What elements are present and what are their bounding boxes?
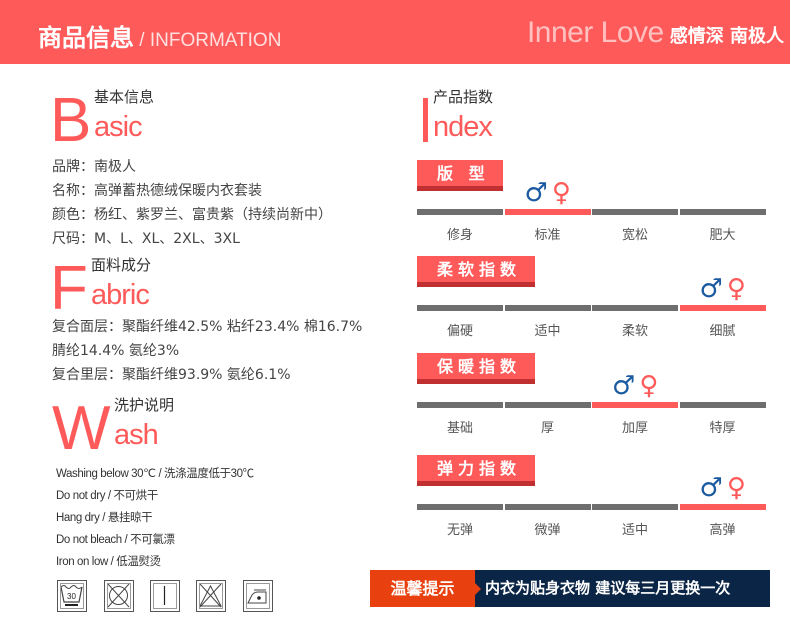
index-segment: [679, 504, 766, 510]
index-segment: [417, 209, 503, 215]
female-icon: ♀: [639, 371, 659, 401]
gender-markers: ♂ ♀: [612, 373, 658, 399]
gender-markers: ♂ ♀: [700, 276, 746, 302]
index-label: 宽松: [621, 228, 648, 243]
index-label: 微弹: [534, 523, 561, 538]
fabric-line: 复合里层：聚酯纤维93.9% 氨纶6.1%: [52, 367, 291, 383]
gender-markers: ♂ ♀: [700, 475, 746, 501]
index-segment: [592, 504, 678, 510]
female-icon: ♀: [726, 473, 746, 503]
gender-markers: ♂ ♀: [525, 180, 571, 206]
index-segment: [417, 305, 503, 311]
index-segment: [504, 504, 591, 510]
heading-cn: 面料成分: [91, 256, 152, 274]
arrow-icon: [475, 583, 481, 595]
index-label: 适中: [621, 523, 648, 538]
color-line: 颜色：杨红、紫罗兰、富贵紫（持续尚新中）: [52, 207, 332, 223]
index-segment: [679, 305, 766, 311]
index-heading: ndex 产品指数: [423, 90, 643, 148]
notice-label: 温馨提示: [370, 570, 475, 607]
size-line: 尺码：M、L、XL、2XL、3XL: [52, 231, 240, 247]
index-label: 修身: [446, 228, 473, 243]
basic-info-list: 品牌：南极人 名称：高弹蓄热德绒保暖内衣套装 颜色：杨红、紫罗兰、富贵紫（持续尚…: [52, 155, 332, 251]
heading-letter-bar: [423, 98, 428, 142]
index-segment: [592, 305, 678, 311]
wash-list: Washing below 30℃ / 洗涤温度低于30℃ Do not dry…: [56, 463, 254, 573]
do-not-bleach-icon: [196, 580, 226, 612]
index-segment: [417, 504, 503, 510]
index-label: 偏硬: [446, 324, 473, 339]
title-en: INFORMATION: [149, 30, 282, 51]
heading-letter: B: [50, 86, 92, 155]
index-label: 厚: [540, 421, 554, 436]
name-line: 名称：高弹蓄热德绒保暖内衣套装: [52, 183, 262, 199]
fabric-line: 复合面层：聚酯纤维42.5% 粘纤23.4% 棉16.7%: [52, 319, 363, 335]
fabric-heading: F abric 面料成分: [50, 258, 270, 320]
heading-letter: W: [52, 394, 111, 463]
index-label: 标准: [534, 228, 561, 243]
index-label: 基础: [446, 421, 473, 436]
heading-rest: ash: [114, 419, 159, 451]
index-label: 适中: [534, 324, 561, 339]
heading-rest: abric: [91, 279, 150, 311]
index-segment: [417, 402, 503, 408]
fabric-line: 腈纶14.4% 氨纶3%: [52, 343, 180, 359]
brand: Inner Love 感情深 南极人: [527, 16, 784, 50]
header-banner: 商品信息 / INFORMATION Inner Love 感情深 南极人: [0, 0, 790, 64]
heading-rest: ndex: [433, 111, 493, 143]
brand-en: Inner Love: [526, 16, 664, 49]
wash-line: Hang dry / 悬挂晾干: [56, 512, 153, 524]
index-segment: [679, 209, 766, 215]
basic-heading: B asic 基本信息: [50, 90, 270, 152]
index-group-title: 保暖指数: [417, 353, 535, 384]
heading-rest: asic: [94, 111, 143, 143]
title-separator: /: [134, 30, 150, 51]
index-label: 加厚: [621, 421, 648, 436]
heading-letter: F: [50, 254, 88, 323]
notice-text: 内衣为贴身衣物 建议每三月更换一次: [485, 579, 731, 597]
hang-dry-icon: [150, 580, 180, 612]
female-icon: ♀: [726, 274, 746, 304]
male-icon: ♂: [612, 371, 636, 401]
index-label: 无弹: [446, 523, 473, 538]
index-segment: [592, 402, 678, 408]
heading-cn: 洗护说明: [114, 396, 175, 414]
index-label: 高弹: [709, 523, 736, 538]
wash-line: Do not bleach / 不可氯漂: [56, 534, 175, 546]
wash-line: Washing below 30℃ / 洗涤温度低于30℃: [56, 468, 254, 480]
wash-line: Iron on low / 低温熨烫: [56, 556, 161, 568]
wash-temp-label: 30: [67, 592, 76, 601]
index-segment: [504, 402, 591, 408]
male-icon: ♂: [524, 178, 548, 208]
page-title: 商品信息 / INFORMATION: [38, 18, 281, 53]
heading-cn: 基本信息: [94, 88, 155, 106]
title-cn: 商品信息: [38, 24, 134, 52]
brand-cn: 感情深 南极人: [669, 26, 784, 47]
index-segment: [592, 209, 678, 215]
notice-bar: 温馨提示 内衣为贴身衣物 建议每三月更换一次: [370, 570, 770, 607]
male-icon: ♂: [699, 473, 723, 503]
iron-low-icon: [243, 580, 273, 612]
fabric-list: 复合面层：聚酯纤维42.5% 粘纤23.4% 棉16.7% 腈纶14.4% 氨纶…: [52, 315, 362, 387]
index-group-title: 弹力指数: [417, 455, 535, 486]
index-segment: [504, 209, 591, 215]
index-group-title: 柔软指数: [417, 256, 535, 287]
do-not-tumble-dry-icon: [104, 580, 134, 612]
wash-line: Do not dry / 不可烘干: [56, 490, 158, 502]
index-group-title: 版 型: [417, 160, 503, 191]
wash-heading: W ash 洗护说明: [52, 398, 272, 460]
index-label: 细腻: [709, 324, 736, 339]
index-label: 特厚: [709, 421, 736, 436]
heading-cn: 产品指数: [433, 88, 494, 106]
index-segment: [504, 305, 591, 311]
index-label: 柔软: [621, 324, 648, 339]
male-icon: ♂: [699, 274, 723, 304]
wash-30-icon: 30: [57, 580, 87, 612]
brand-line: 品牌：南极人: [52, 159, 136, 175]
female-icon: ♀: [551, 178, 571, 208]
index-label: 肥大: [709, 228, 736, 243]
index-segment: [679, 402, 766, 408]
